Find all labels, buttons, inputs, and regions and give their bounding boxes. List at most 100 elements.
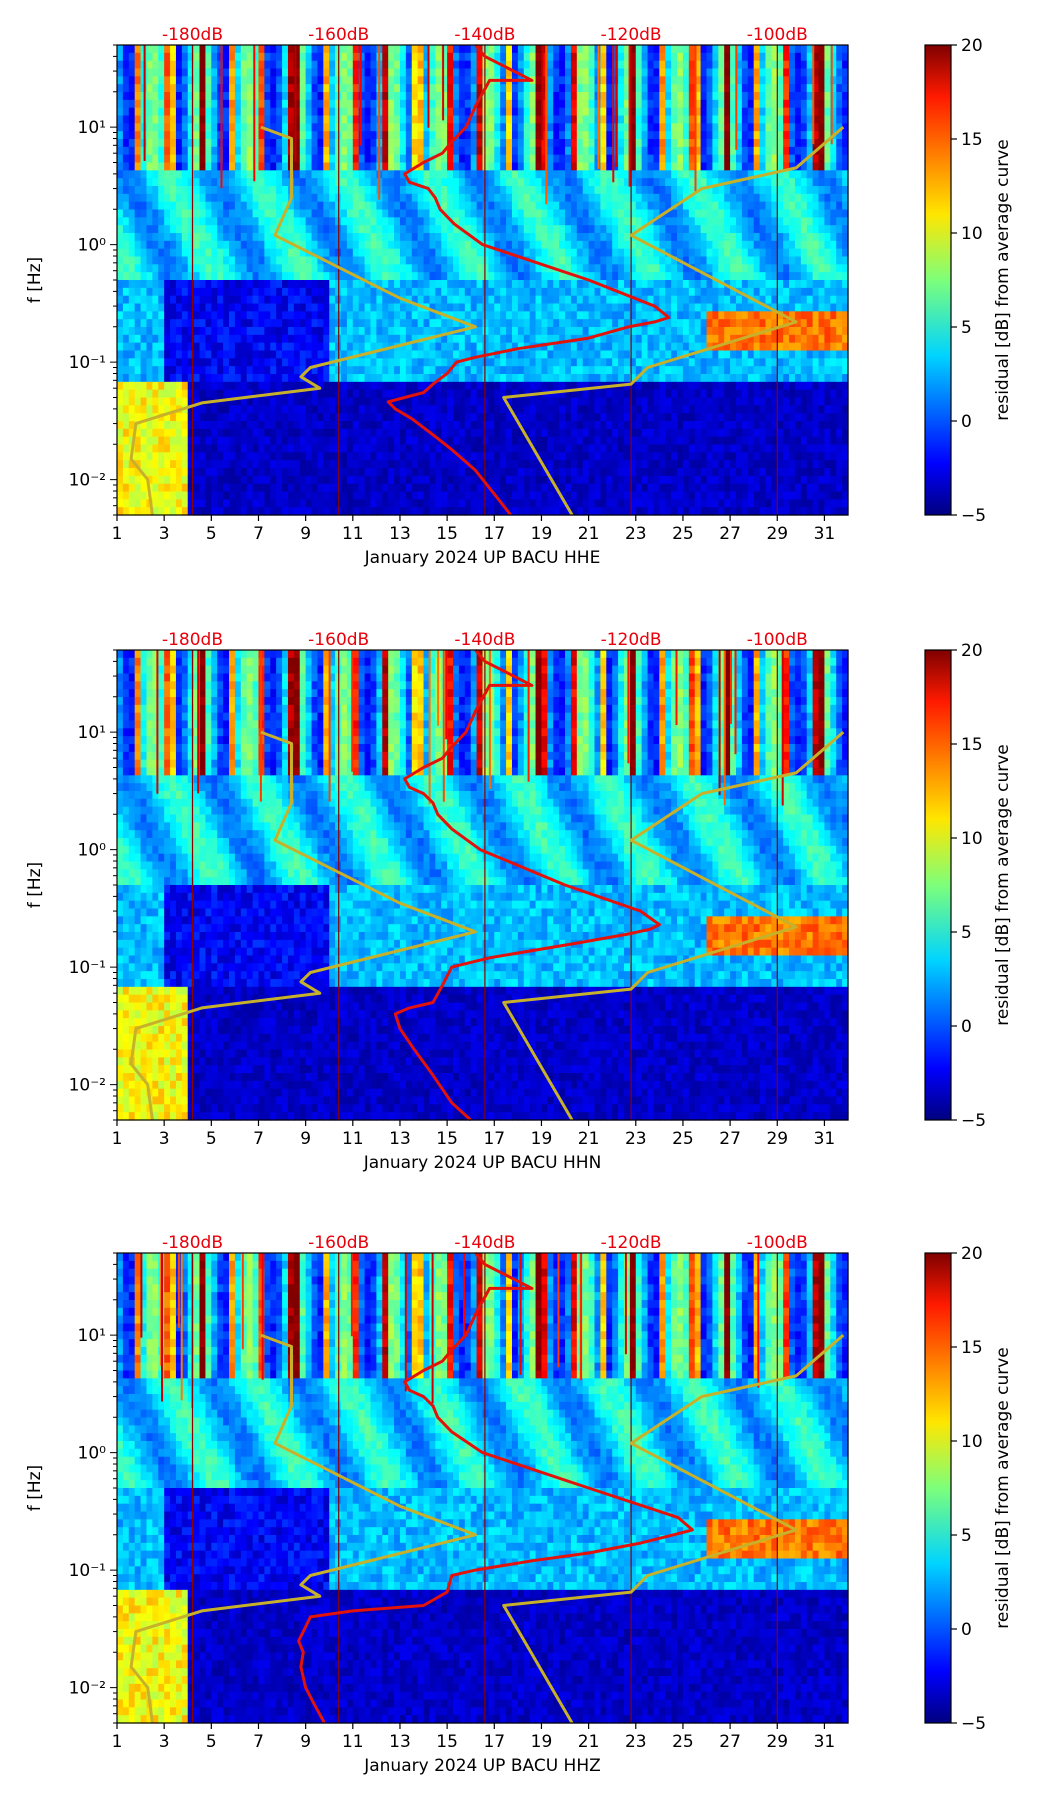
spectrogram-cell	[418, 116, 425, 124]
spectrogram-cell	[205, 100, 212, 108]
spectrogram-cell	[400, 186, 407, 194]
spectrogram-cell	[205, 45, 212, 53]
spectrogram-cell	[176, 437, 183, 445]
spectrogram-cell	[312, 116, 319, 124]
spectrogram-cell	[400, 499, 407, 507]
spectrogram-cell	[294, 319, 301, 327]
spectrogram-cell	[288, 288, 295, 296]
spectrogram-cell	[435, 92, 442, 100]
spectrogram-cell	[235, 405, 242, 413]
spectrogram-cell	[494, 69, 501, 77]
spectrogram-cell	[300, 492, 307, 500]
spectrogram-cell	[223, 468, 230, 476]
spectrogram-cell	[465, 405, 472, 413]
spectrogram-cell	[353, 296, 360, 304]
spectrogram-cell	[382, 210, 389, 218]
spectrogram-cell	[329, 437, 336, 445]
spectrogram-cell	[394, 217, 401, 225]
spectrogram-cell	[135, 390, 142, 398]
spectrogram-cell	[247, 194, 254, 202]
spectrogram-cell	[200, 382, 207, 390]
spectrogram-cell	[453, 45, 460, 53]
spectrogram-cell	[435, 225, 442, 233]
spectrogram-cell	[117, 437, 124, 445]
spectrogram-cell	[117, 53, 124, 61]
spectrogram-cell	[158, 186, 165, 194]
spectrogram-cell	[176, 210, 183, 218]
spectrogram-cell	[453, 170, 460, 178]
spectrogram-cell	[317, 398, 324, 406]
spectrogram-cell	[235, 421, 242, 429]
spectrogram-cell	[500, 100, 507, 108]
spectrogram-cell	[264, 84, 271, 92]
spectrogram-cell	[323, 429, 330, 437]
spectrogram-cell	[223, 194, 230, 202]
spectrogram-cell	[170, 304, 177, 312]
spectrogram-cell	[471, 76, 478, 84]
spectrogram-cell	[288, 296, 295, 304]
spectrogram-cell	[141, 288, 148, 296]
spectrogram-cell	[447, 272, 454, 280]
spectrogram-cell	[117, 233, 124, 241]
spectrogram-cell	[170, 468, 177, 476]
spectrogram-cell	[376, 272, 383, 280]
spectrogram-cell	[424, 398, 431, 406]
spectrogram-cell	[129, 374, 136, 382]
spectrogram-cell	[394, 249, 401, 257]
spectrogram-cell	[323, 202, 330, 210]
spectrogram-cell	[376, 398, 383, 406]
spectrogram-cell	[370, 374, 377, 382]
spectrogram-cell	[123, 178, 129, 186]
spectrogram-cell	[306, 460, 313, 468]
spectrogram-cell	[483, 178, 490, 186]
spectrogram-cell	[117, 210, 124, 218]
spectrogram-cell	[465, 202, 472, 210]
spectrogram-cell	[453, 163, 460, 171]
spectrogram-cell	[312, 139, 319, 147]
spectrogram-cell	[459, 382, 466, 390]
spectrogram-cell	[194, 186, 201, 194]
spectrogram-cell	[123, 61, 129, 69]
spectrogram-cell	[312, 76, 319, 84]
spectrogram-cell	[388, 280, 395, 288]
spectrogram-cell	[323, 178, 330, 186]
spectrogram-cell	[229, 311, 236, 319]
spectrogram-cell	[264, 319, 271, 327]
spectrogram-cell	[152, 108, 159, 116]
spectrogram-cell	[312, 69, 319, 77]
spectrogram-cell	[235, 186, 242, 194]
spectrogram-cell	[182, 327, 189, 335]
spectrogram-cell	[129, 69, 136, 77]
spectrogram-cell	[223, 186, 230, 194]
spectrogram-cell	[182, 507, 189, 515]
spectrogram-cell	[388, 163, 395, 171]
spectrogram-cell	[235, 45, 242, 53]
spectrogram-cell	[135, 335, 142, 343]
spectrogram-cell	[235, 178, 242, 186]
spectrogram-cell	[418, 327, 425, 335]
spectrogram-cell	[394, 178, 401, 186]
spectrogram-cell	[447, 288, 454, 296]
spectrogram-cell	[117, 304, 124, 312]
spectrogram-cell	[194, 507, 201, 515]
spectrogram-cell	[170, 233, 177, 241]
spectrogram-cell	[459, 61, 466, 69]
spectrogram-cell	[300, 413, 307, 421]
spectrogram-cell	[424, 358, 431, 366]
spectrogram-cell	[406, 304, 413, 312]
spectrogram-cell	[488, 296, 495, 304]
spectrogram-cell	[394, 335, 401, 343]
spectrogram-cell	[264, 139, 271, 147]
spectrogram-cell	[370, 398, 377, 406]
spectrogram-cell	[241, 413, 248, 421]
spectrogram-cell	[229, 186, 236, 194]
spectrogram-cell	[217, 311, 224, 319]
spectrogram-cell	[123, 452, 129, 460]
spectrogram-cell	[253, 358, 260, 366]
spectrogram-cell	[477, 108, 484, 116]
spectrogram-cell	[382, 476, 389, 484]
spectrogram-cell	[429, 61, 436, 69]
spectrogram-cell	[424, 484, 431, 492]
spectrogram-cell	[394, 123, 401, 131]
spectrogram-cell	[312, 264, 319, 272]
